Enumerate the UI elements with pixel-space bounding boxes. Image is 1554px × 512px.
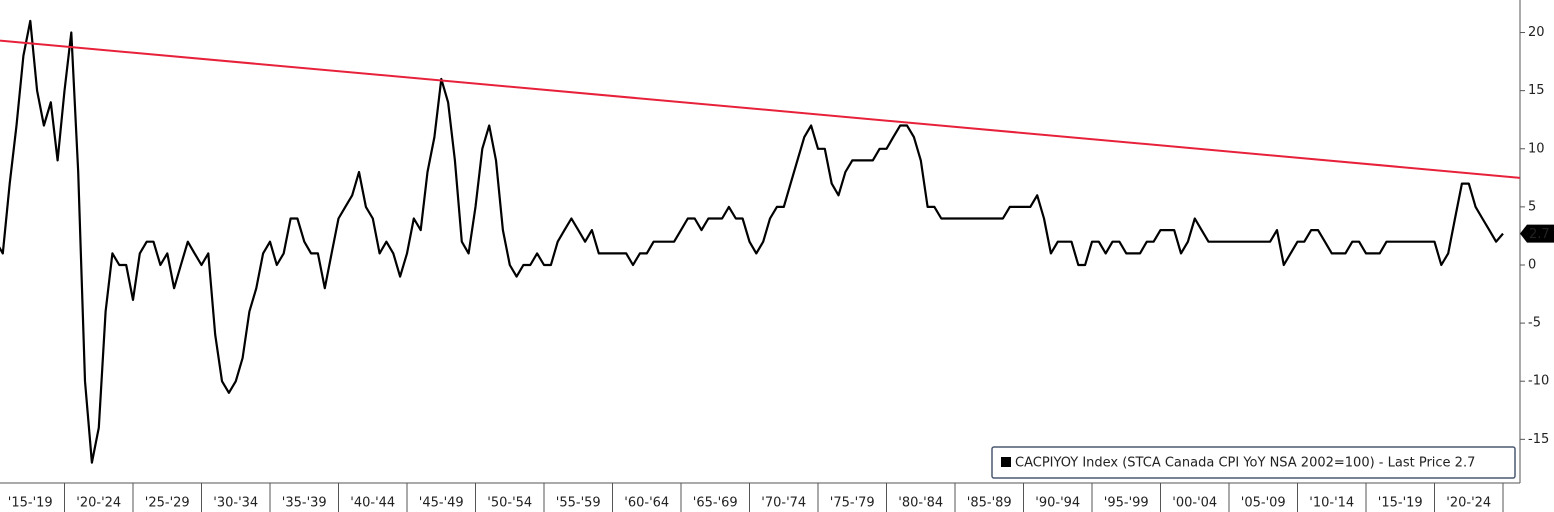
y-tick-label: 20 [1528,25,1545,40]
y-tick-label: 5 [1528,199,1536,214]
legend-swatch [1001,457,1011,467]
x-tick-label: '00-'04 [1172,496,1217,511]
x-tick-label: '55-'59 [556,496,601,511]
x-tick-label: '50-'54 [487,496,532,511]
series-line [0,19,1504,464]
x-tick-label: '90-'94 [1035,496,1080,511]
y-tick-label: -15 [1528,432,1549,447]
y-tick-label: 10 [1528,141,1545,156]
x-tick-label: '65-'69 [693,496,738,511]
x-tick-label: '80-'84 [898,496,943,511]
y-tick-label: -5 [1528,316,1541,331]
legend-label: CACPIYOY Index (STCA Canada CPI YoY NSA … [1015,456,1475,471]
y-tick-label: 0 [1528,257,1536,272]
x-tick-label: '20-'24 [1446,496,1491,511]
x-tick-label: '10-'14 [1309,496,1354,511]
x-tick-label: '25-'29 [145,496,190,511]
x-tick-label: '30-'34 [213,496,258,511]
x-tick-label: '05-'09 [1241,496,1286,511]
last-price-label: 2.7 [1529,227,1550,242]
x-tick-label: '15-'19 [1378,496,1423,511]
x-tick-label: '75-'79 [830,496,875,511]
last-price-tag [1520,224,1554,243]
x-tick-label: '85-'89 [967,496,1012,511]
x-tick-label: '15-'19 [8,496,53,511]
x-tick-label: '70-'74 [761,496,806,511]
x-tick-label: '35-'39 [282,496,327,511]
x-tick-label: '40-'44 [350,496,395,511]
x-tick-label: '95-'99 [1104,496,1149,511]
x-tick-label: '45-'49 [419,496,464,511]
legend-box [991,446,1516,479]
x-tick-label: '60-'64 [624,496,669,511]
y-tick-label: -10 [1528,374,1549,389]
x-tick-label: '20-'24 [76,496,121,511]
trendline [0,39,1521,179]
y-tick-label: 15 [1528,83,1545,98]
